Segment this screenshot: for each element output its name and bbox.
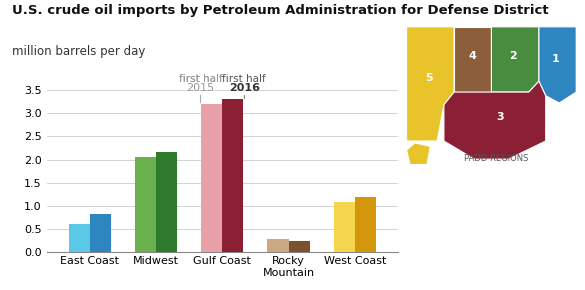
- Polygon shape: [407, 27, 454, 141]
- Text: 4: 4: [469, 51, 477, 61]
- Text: first half: first half: [178, 74, 222, 84]
- Polygon shape: [491, 27, 539, 92]
- Bar: [267, 239, 288, 252]
- Text: 2015: 2015: [187, 83, 215, 93]
- Bar: [333, 202, 355, 252]
- Polygon shape: [454, 27, 491, 92]
- Text: 1: 1: [552, 55, 560, 64]
- Bar: [156, 152, 177, 252]
- Text: first half: first half: [222, 74, 266, 84]
- Bar: [135, 157, 156, 252]
- Bar: [90, 214, 111, 252]
- Text: 5: 5: [425, 72, 432, 83]
- Text: 2016: 2016: [229, 83, 260, 93]
- Polygon shape: [444, 81, 546, 159]
- Bar: [201, 104, 222, 252]
- Text: 3: 3: [496, 113, 504, 122]
- Polygon shape: [407, 143, 431, 165]
- Text: first half: first half: [178, 74, 222, 84]
- Text: 2: 2: [510, 51, 517, 61]
- Bar: [288, 241, 309, 252]
- Bar: [68, 224, 90, 252]
- Text: million barrels per day: million barrels per day: [12, 45, 145, 58]
- Text: U.S. crude oil imports by Petroleum Administration for Defense District: U.S. crude oil imports by Petroleum Admi…: [12, 4, 548, 17]
- Polygon shape: [539, 27, 576, 103]
- Text: PADD REGIONS: PADD REGIONS: [464, 154, 529, 163]
- Bar: [355, 197, 376, 252]
- Bar: [222, 99, 243, 252]
